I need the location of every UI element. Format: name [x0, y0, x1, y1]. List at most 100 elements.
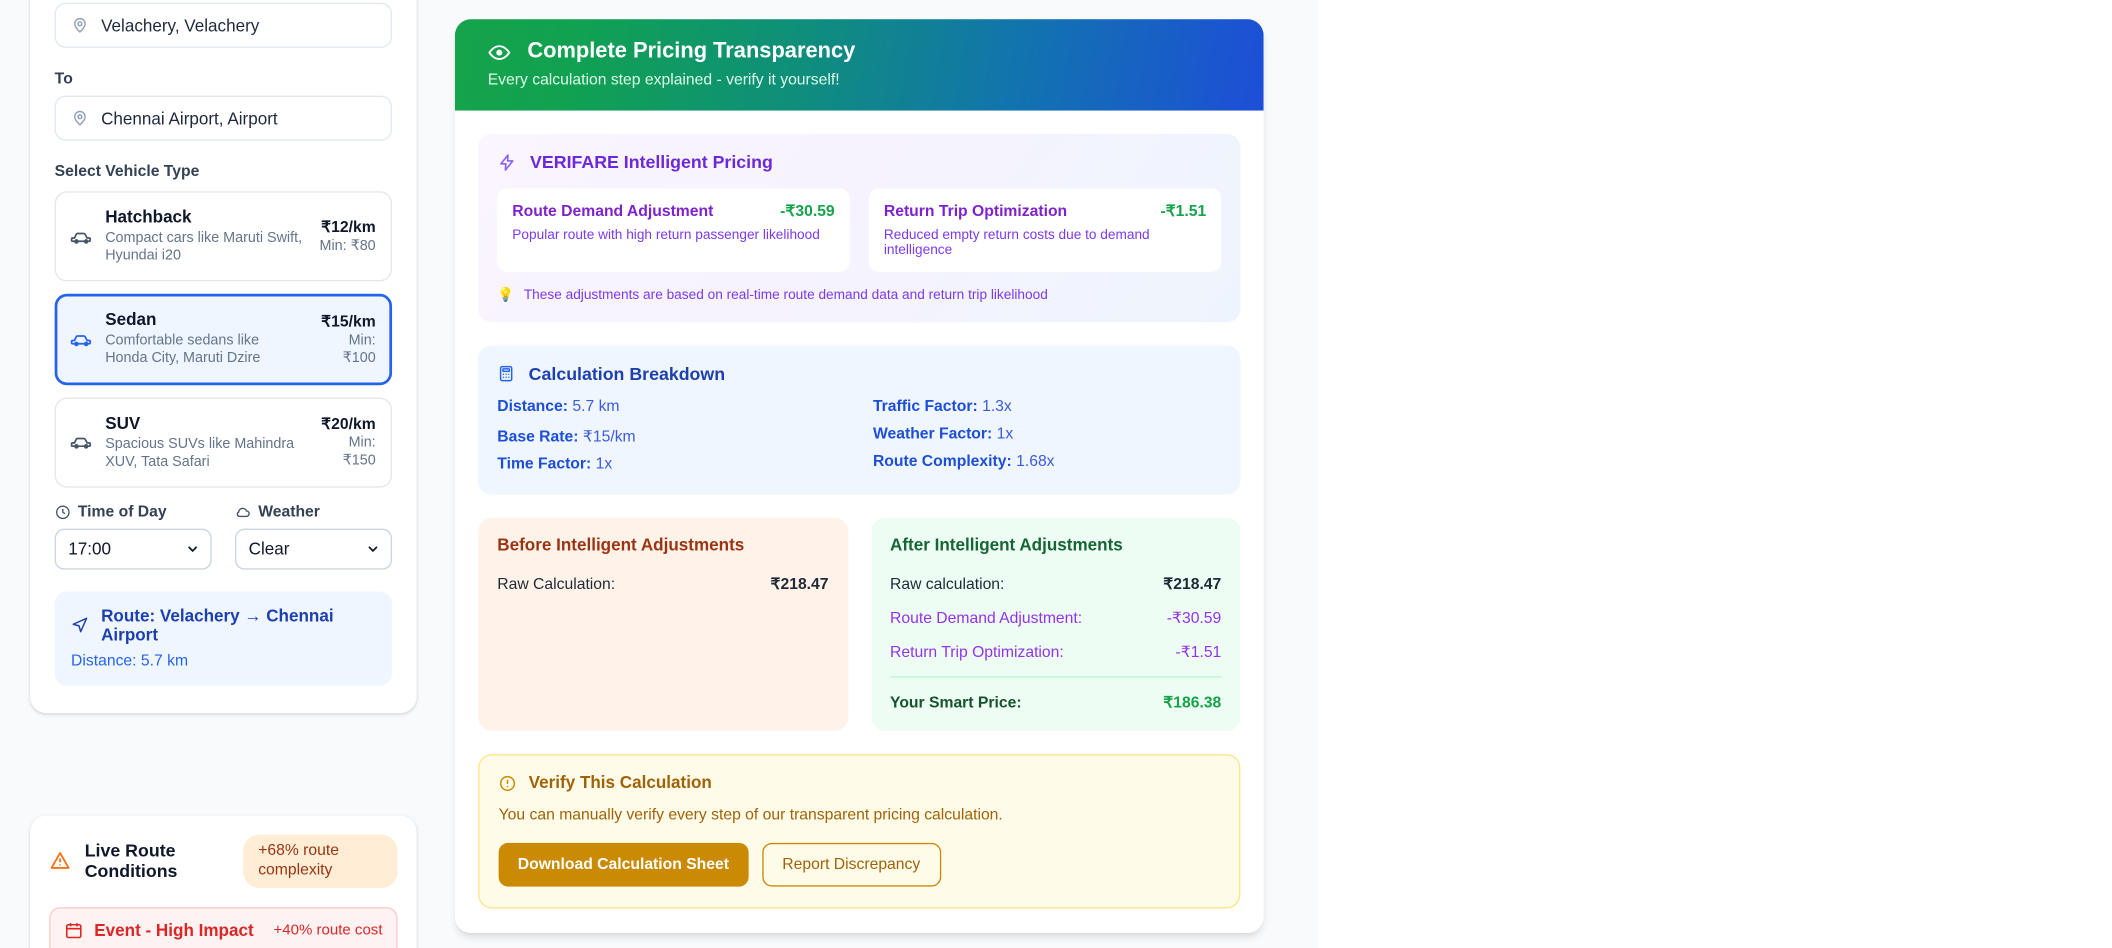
pricing-transparency-panel: Complete Pricing Transparency Every calc… [454, 19, 1264, 934]
vehicle-name: SUV [105, 413, 141, 433]
to-label: To [54, 71, 73, 88]
panel-title: Complete Pricing Transparency [527, 39, 856, 63]
breakdown-key: Distance: [497, 398, 568, 416]
vehicle-option-suv[interactable]: SUV Spacious SUVs like Mahindra XUV, Tat… [54, 396, 393, 488]
breakdown-column-right: Traffic Factor: 1.3x Weather Factor: 1x … [846, 399, 1222, 473]
breakdown-row: Time Factor: 1x [497, 456, 845, 472]
breakdown-value: 1.68x [1016, 453, 1055, 470]
live-route-conditions-panel: Live Route Conditions +68% route complex… [30, 815, 417, 948]
after-key: Return Trip Optimization: [890, 644, 1064, 662]
vehicle-min-fare: Min: ₹80 [319, 238, 376, 255]
before-key: Raw Calculation: [497, 576, 616, 593]
download-calculation-sheet-button[interactable]: Download Calculation Sheet [498, 842, 749, 887]
before-value: ₹218.47 [770, 576, 829, 593]
vehicle-rate: ₹12/km [321, 220, 376, 237]
divider [890, 676, 1222, 678]
vehicle-name: Hatchback [105, 207, 192, 227]
after-value: -₹30.59 [1166, 610, 1222, 628]
from-input[interactable]: Velachery, Velachery [54, 2, 393, 48]
before-adjustments-card: Before Intelligent Adjustments Raw Calcu… [478, 517, 848, 731]
smart-price-row: Your Smart Price: ₹186.38 [890, 693, 1222, 712]
to-value: Chennai Airport, Airport [101, 108, 278, 128]
vehicle-min-fare: Min: ₹100 [342, 332, 376, 366]
adjustment-value: -₹30.59 [780, 203, 835, 220]
warning-triangle-icon [50, 852, 70, 870]
route-complexity-badge: +68% route complexity [243, 834, 398, 888]
vehicle-price-block: ₹20/km Min: ₹150 [305, 414, 376, 469]
to-input[interactable]: Chennai Airport, Airport [54, 95, 393, 141]
calculator-icon [499, 365, 513, 382]
after-value: -₹1.51 [1175, 644, 1222, 662]
before-title: Before Intelligent Adjustments [497, 535, 745, 555]
after-key: Route Demand Adjustment: [890, 610, 1083, 628]
map-pin-icon [73, 110, 86, 126]
right-empty-area [1318, 0, 2112, 948]
vehicle-section-label: Select Vehicle Type [54, 163, 200, 181]
event-impact: +40% route cost [273, 921, 383, 939]
breakdown-key: Traffic Factor: [872, 398, 978, 416]
verify-calculation-card: Verify This Calculation You can manually… [478, 754, 1241, 909]
calendar-icon [65, 922, 82, 938]
panel-subtitle: Every calculation step explained - verif… [487, 72, 840, 89]
verifare-note: These adjustments are based on real-time… [523, 288, 1048, 304]
after-row: Return Trip Optimization: -₹1.51 [890, 642, 1221, 661]
car-icon [70, 437, 92, 449]
breakdown-value: 1x [996, 426, 1014, 443]
route-title-text: Route: Velachery → Chennai Airport [101, 606, 334, 645]
verifare-title: VERIFARE Intelligent Pricing [530, 151, 773, 173]
vehicle-option-sedan[interactable]: Sedan Comfortable sedans like Honda City… [54, 294, 393, 385]
clock-icon [56, 505, 70, 519]
vehicle-desc: Spacious SUVs like Mahindra XUV, Tata Sa… [105, 435, 295, 470]
breakdown-column-left: Distance: 5.7 km Base Rate: ₹15/km Time … [497, 399, 845, 473]
weather-select[interactable]: Clear [234, 528, 393, 570]
adjustment-name: Return Trip Optimization [883, 203, 1068, 220]
breakdown-row: Route Complexity: 1.68x [873, 454, 1221, 470]
vehicle-option-hatchback[interactable]: Hatchback Compact cars like Maruti Swift… [54, 191, 393, 282]
navigation-icon [72, 617, 88, 633]
panel-header: Complete Pricing Transparency Every calc… [454, 19, 1264, 111]
lightning-bolt-icon [500, 153, 514, 171]
weather-control: Weather Clear [234, 504, 393, 570]
route-summary: Route: Velachery → Chennai Airport Dista… [54, 591, 393, 686]
after-adjustments-card: After Intelligent Adjustments Raw calcul… [870, 517, 1241, 731]
vehicle-desc: Compact cars like Maruti Swift, Hyundai … [105, 229, 303, 264]
from-value: Velachery, Velachery [101, 15, 260, 35]
smart-price-value: ₹186.38 [1163, 695, 1222, 712]
eye-icon [488, 44, 511, 60]
after-key: Raw calculation: [890, 576, 1005, 593]
breakdown-value: 1x [595, 456, 613, 473]
vehicle-desc: Comfortable sedans like Honda City, Maru… [105, 332, 261, 367]
time-of-day-value: 17:00 [68, 539, 112, 559]
alert-circle-icon [499, 775, 516, 791]
breakdown-row: Distance: 5.7 km [497, 399, 845, 415]
booking-form-panel: From Velachery, Velachery To Chennai Air… [30, 0, 417, 713]
cloud-icon [236, 507, 250, 517]
route-distance: Distance: 5.7 km [71, 652, 189, 670]
vehicle-name: Sedan [105, 310, 157, 330]
report-discrepancy-button[interactable]: Report Discrepancy [761, 842, 941, 887]
breakdown-row: Base Rate: ₹15/km [497, 426, 845, 445]
breakdown-key: Base Rate: [497, 428, 579, 446]
after-row: Raw calculation: ₹218.47 [890, 574, 1222, 593]
event-title: Event - High Impact [94, 920, 254, 940]
breakdown-value: 5.7 km [572, 398, 620, 416]
adjustment-desc: Reduced empty return costs due to demand… [883, 228, 1150, 259]
vehicle-rate: ₹20/km [321, 417, 376, 434]
chevron-down-icon [188, 545, 198, 552]
smart-price-label: Your Smart Price: [890, 695, 1022, 712]
map-pin-icon [73, 17, 86, 33]
adjustment-card-return-trip: Return Trip Optimization -₹1.51 Reduced … [868, 188, 1222, 272]
breakdown-value: 1.3x [982, 398, 1012, 416]
time-of-day-select[interactable]: 17:00 [54, 528, 212, 570]
calculation-breakdown-card: Calculation Breakdown Distance: 5.7 km B… [478, 345, 1241, 495]
trip-conditions-row: Time of Day 17:00 Weather Clear [54, 504, 393, 570]
after-value: ₹218.47 [1163, 576, 1222, 593]
breakdown-value: ₹15/km [582, 428, 636, 446]
breakdown-key: Route Complexity: [872, 453, 1012, 470]
vehicle-min-fare: Min: ₹150 [342, 434, 376, 469]
breakdown-row: Weather Factor: 1x [873, 426, 1221, 442]
breakdown-key: Time Factor: [497, 456, 592, 473]
before-row: Raw Calculation: ₹218.47 [497, 574, 829, 593]
adjustment-card-route-demand: Route Demand Adjustment -₹30.59 Popular … [497, 188, 850, 272]
